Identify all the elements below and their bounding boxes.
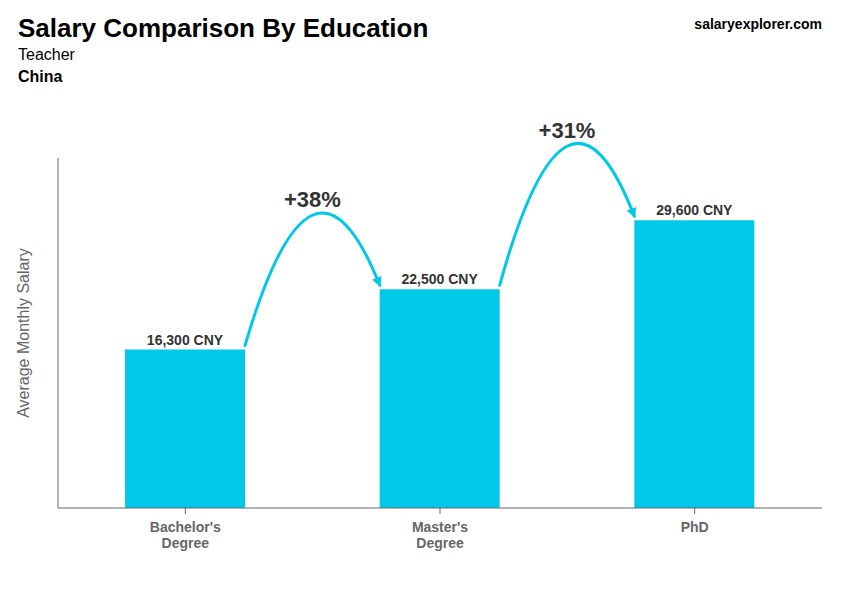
html-text:salaryexplorer.com: salaryexplorer.com [694, 16, 822, 32]
html-text:Teacher: Teacher [18, 46, 75, 63]
html-text:China: China [18, 68, 63, 85]
svg-text:PhD: PhD [681, 519, 709, 535]
html-text:Salary Comparison By Education: Salary Comparison By Education [18, 13, 429, 43]
svg-text:+38%: +38% [284, 187, 341, 212]
svg-text:22,500 CNY: 22,500 CNY [402, 271, 479, 287]
svg-text:16,300 CNY: 16,300 CNY [147, 332, 224, 348]
svg-text:Average Monthly Salary: Average Monthly Salary [15, 248, 32, 418]
svg-text:29,600 CNY: 29,600 CNY [656, 202, 733, 218]
svg-text:Bachelor'sDegree: Bachelor'sDegree [150, 519, 221, 551]
svg-text:+31%: +31% [539, 118, 596, 143]
svg-text:Master'sDegree: Master'sDegree [412, 519, 468, 551]
